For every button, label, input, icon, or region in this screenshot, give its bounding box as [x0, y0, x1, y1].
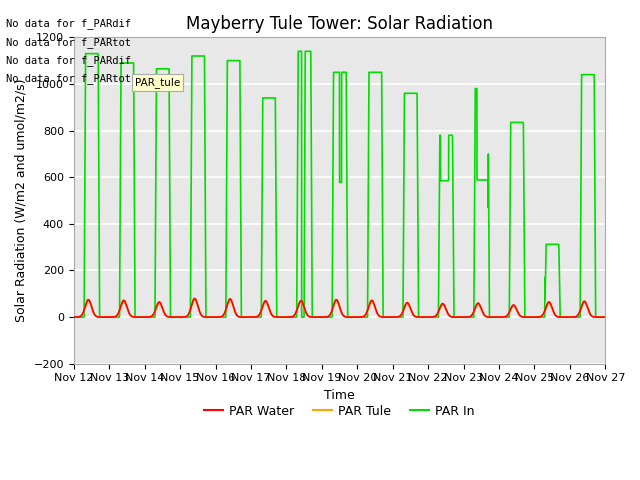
- PAR Water: [191, 296, 198, 301]
- Legend: PAR Water, PAR Tule, PAR In: PAR Water, PAR Tule, PAR In: [200, 400, 479, 423]
- Line: PAR In: PAR In: [74, 51, 605, 317]
- Text: No data for f_PARtot: No data for f_PARtot: [6, 73, 131, 84]
- PAR In: [294, 48, 302, 54]
- PAR Water: [429, 314, 437, 320]
- Text: No data for f_PARdif: No data for f_PARdif: [6, 55, 131, 66]
- PAR Water: [70, 314, 77, 320]
- PAR In: [601, 314, 609, 320]
- PAR Tule: [601, 314, 609, 320]
- PAR Tule: [459, 314, 467, 320]
- PAR Tule: [191, 297, 198, 303]
- X-axis label: Time: Time: [324, 389, 355, 402]
- PAR In: [165, 103, 173, 108]
- PAR Tule: [320, 314, 328, 320]
- Text: No data for f_PARdif: No data for f_PARdif: [6, 18, 131, 29]
- PAR Water: [459, 314, 467, 320]
- Line: PAR Tule: PAR Tule: [74, 300, 605, 317]
- PAR Water: [165, 314, 173, 320]
- PAR Water: [601, 314, 609, 320]
- PAR Water: [320, 314, 328, 320]
- PAR Tule: [429, 314, 437, 320]
- PAR Tule: [165, 314, 173, 320]
- PAR In: [320, 314, 328, 320]
- PAR Tule: [602, 314, 609, 320]
- PAR In: [70, 314, 77, 320]
- PAR In: [489, 314, 497, 320]
- PAR In: [459, 314, 467, 320]
- Text: No data for f_PARtot: No data for f_PARtot: [6, 36, 131, 48]
- PAR In: [602, 314, 609, 320]
- PAR Tule: [489, 314, 497, 320]
- PAR Tule: [70, 314, 77, 320]
- PAR Water: [602, 314, 609, 320]
- PAR In: [429, 314, 437, 320]
- Title: Mayberry Tule Tower: Solar Radiation: Mayberry Tule Tower: Solar Radiation: [186, 15, 493, 33]
- PAR Water: [489, 314, 497, 320]
- Text: PAR_tule: PAR_tule: [135, 77, 180, 87]
- Y-axis label: Solar Radiation (W/m2 and umol/m2/s): Solar Radiation (W/m2 and umol/m2/s): [15, 79, 28, 322]
- Line: PAR Water: PAR Water: [74, 299, 605, 317]
